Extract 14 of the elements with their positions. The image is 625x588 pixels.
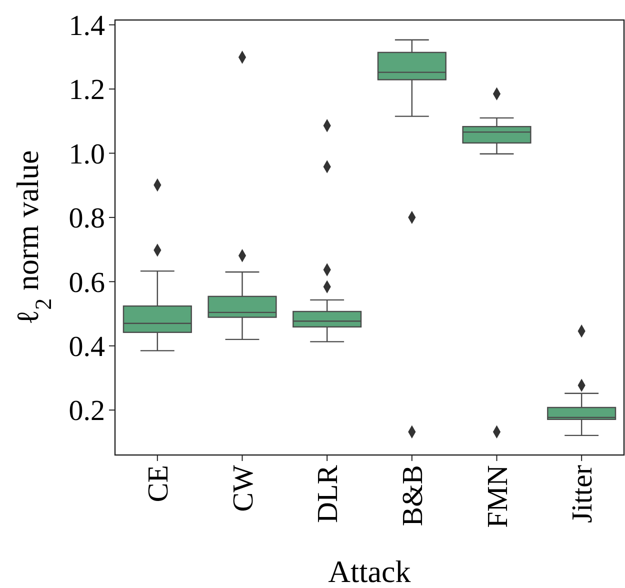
x-axis-title: Attack <box>328 554 412 588</box>
y-tick-label: 0.2 <box>68 395 105 428</box>
x-tick-label: DLR <box>312 464 344 523</box>
x-tick-label: CE <box>142 465 175 502</box>
y-tick-label: 1.4 <box>68 10 106 42</box>
x-tick-label: B&B <box>397 465 430 526</box>
x-tick-label: FMN <box>482 464 514 528</box>
y-tick-label: 0.4 <box>68 331 106 363</box>
y-tick-label: 0.6 <box>68 266 105 299</box>
x-tick-label: Jitter <box>566 464 599 523</box>
y-tick-label: 1.0 <box>68 138 105 170</box>
x-tick-label: CW <box>227 464 260 512</box>
y-tick-label: 0.8 <box>68 202 105 235</box>
y-tick-label: 1.2 <box>68 74 105 106</box>
